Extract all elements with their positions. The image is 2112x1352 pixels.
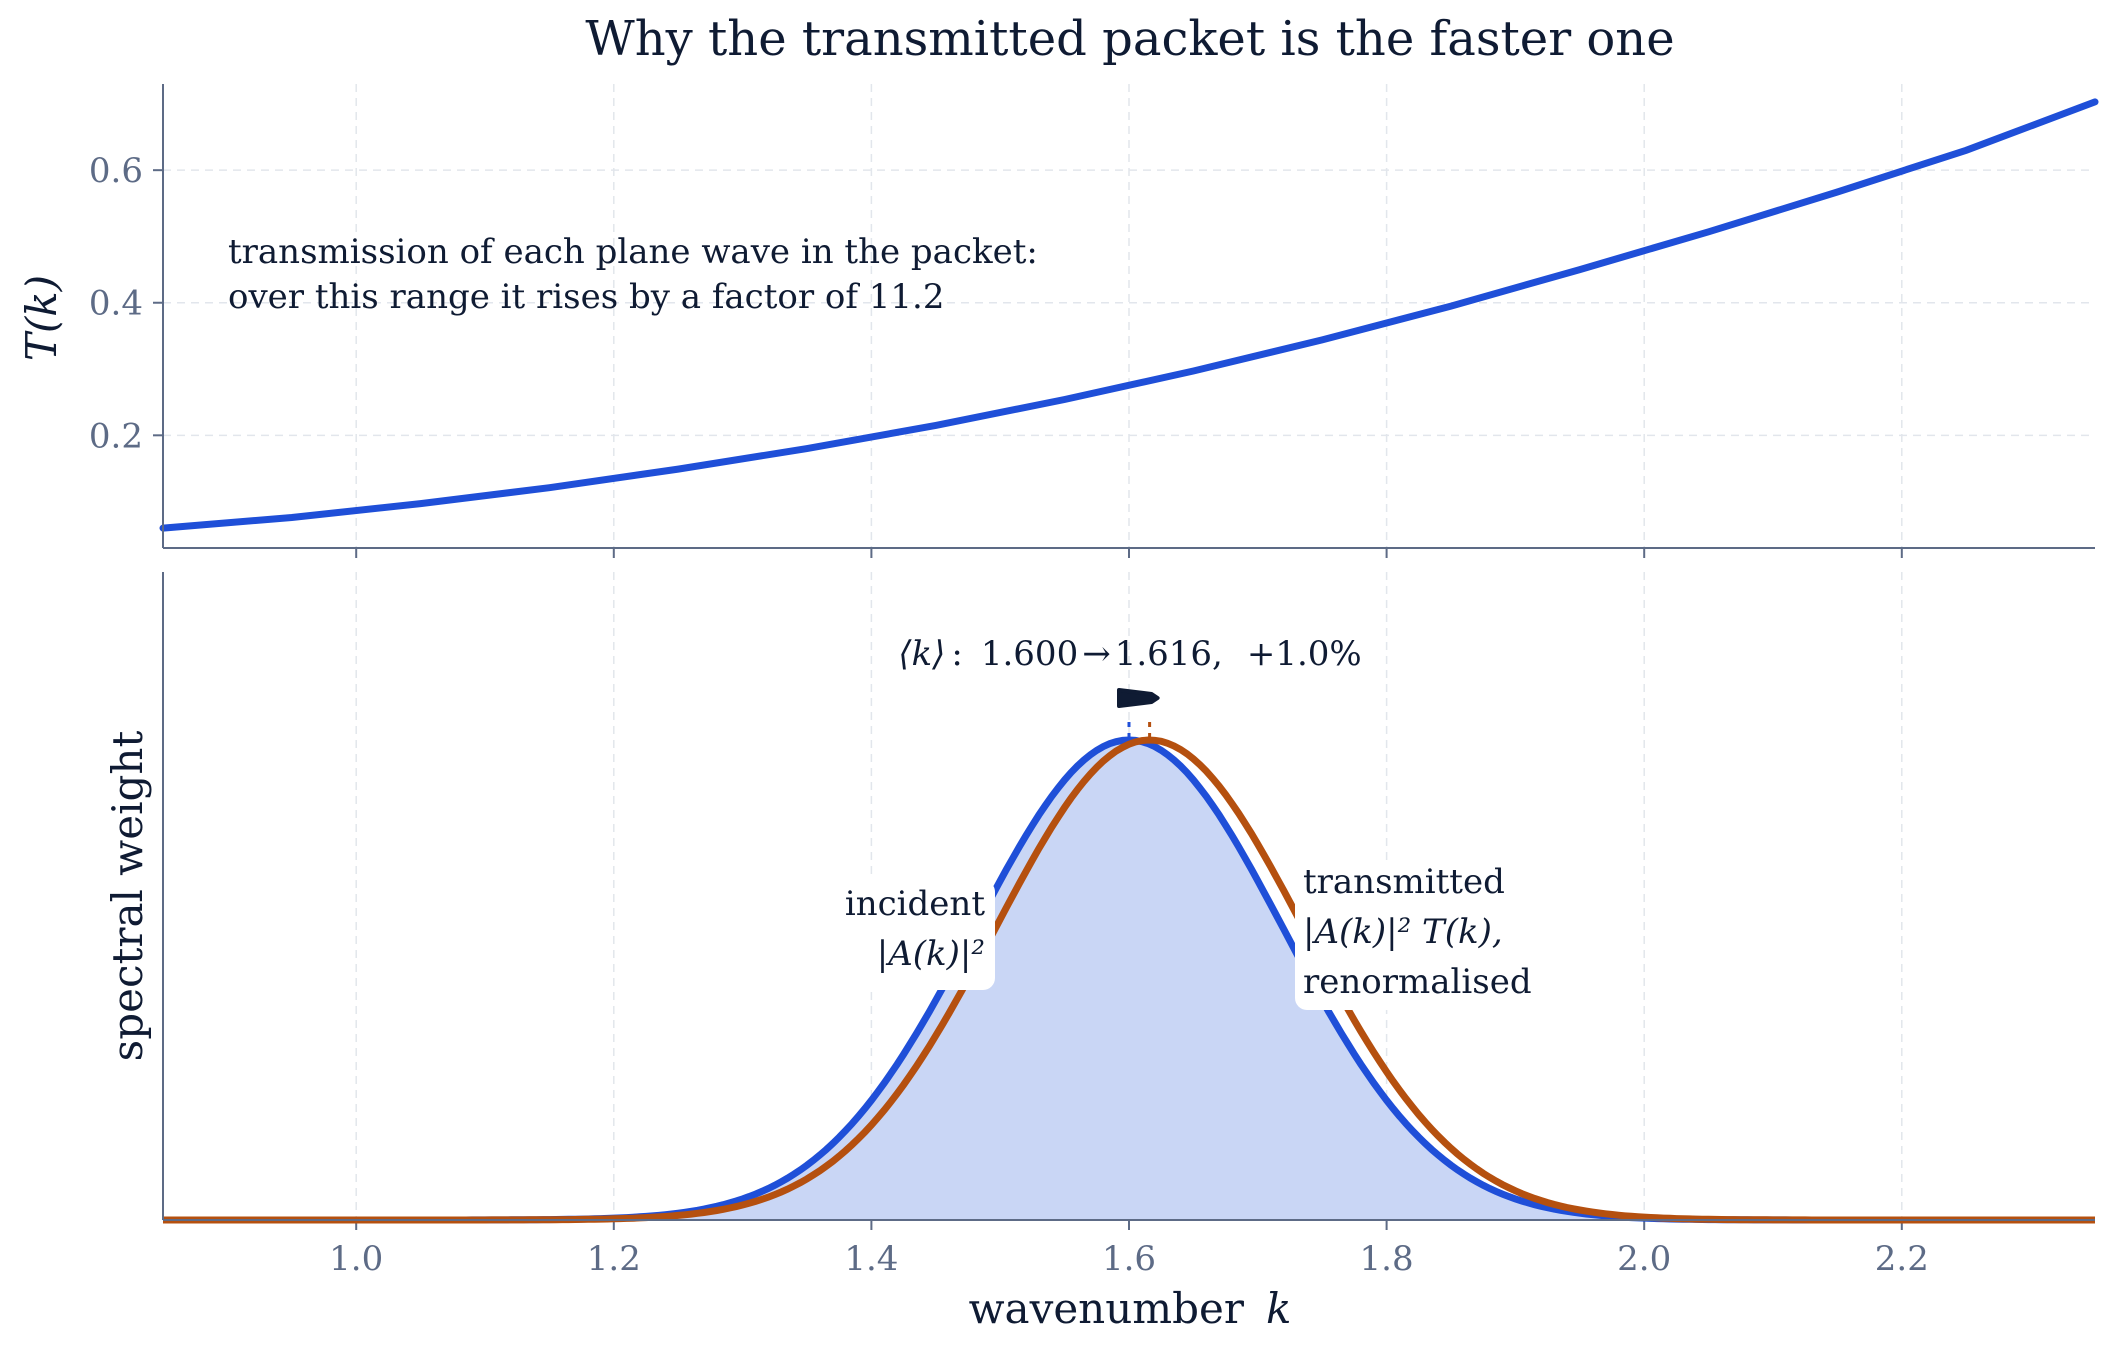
bottom-x-tick-label: 2.0 (1617, 1239, 1671, 1279)
mean-shift-arrow (1117, 688, 1160, 708)
bottom-x-tick-label: 1.6 (1102, 1239, 1156, 1279)
transmission-factor-value: 11.2 (869, 277, 945, 317)
top-y-tick-label: 0.2 (89, 416, 143, 456)
transmitted-label: transmitted (1303, 862, 1505, 902)
top-y-tick-label: 0.4 (89, 284, 143, 324)
bottom-x-tick-label: 1.4 (844, 1239, 898, 1279)
mean-to-value: 1.616, (1115, 634, 1223, 674)
bottom-y-axis-label: spectral weight (103, 731, 152, 1062)
mean-colon: : (951, 634, 962, 674)
bottom-x-tick-label: 1.8 (1360, 1239, 1414, 1279)
incident-label: incident (845, 884, 985, 924)
transmission-curve (159, 98, 2099, 532)
mean-k-symbol: ⟨k⟩ (898, 634, 945, 674)
mean-shift-annotation: ⟨k⟩:1.600 → 1.616, +1.0% (898, 634, 1361, 674)
top-x-ticks (355, 548, 1903, 558)
transmitted-label-backdrop (1295, 860, 1573, 1010)
x-axis-label-symbol: k (1266, 1284, 1291, 1333)
transmitted-formula: |A(k)|² T(k), (1303, 912, 1503, 952)
transmission-note-line1: transmission of each plane wave in the p… (228, 232, 1038, 272)
top-y-ticks: 0.2 0.4 0.6 (89, 151, 163, 456)
chart-title: Why the transmitted packet is the faster… (585, 11, 1674, 67)
mean-arrow-glyph: → (1082, 634, 1111, 674)
mean-from-value: 1.600 (981, 634, 1078, 674)
top-grid (163, 84, 2095, 548)
x-axis-label-text: wavenumber (969, 1284, 1245, 1333)
mean-change-value: +1.0% (1247, 634, 1362, 674)
top-panel: 0.2 0.4 0.6 T(k) transmission of each plan… (17, 84, 2099, 558)
bottom-x-ticks: 1.0 1.2 1.4 1.6 1.8 2.0 2.2 (329, 1220, 1929, 1279)
incident-label-backdrop (815, 880, 995, 990)
bottom-x-tick-label: 2.2 (1875, 1239, 1929, 1279)
incident-fill (163, 740, 2095, 1220)
x-axis-label: wavenumber k (969, 1284, 1292, 1333)
incident-formula: |A(k)|² (877, 934, 985, 974)
bottom-x-tick-label: 1.2 (587, 1239, 641, 1279)
top-y-tick-label: 0.6 (89, 151, 143, 191)
bottom-panel: 1.0 1.2 1.4 1.6 1.8 2.0 2.2 spectral weight wa… (103, 572, 2095, 1333)
transmission-note-line2: over this range it rises by a factor of … (228, 277, 944, 317)
bottom-x-tick-label: 1.0 (329, 1239, 383, 1279)
top-y-axis-label: T(k) (17, 275, 66, 361)
transmission-note-prefix: over this range it rises by a factor of (228, 277, 869, 317)
transmitted-renormalised: renormalised (1303, 962, 1532, 1002)
